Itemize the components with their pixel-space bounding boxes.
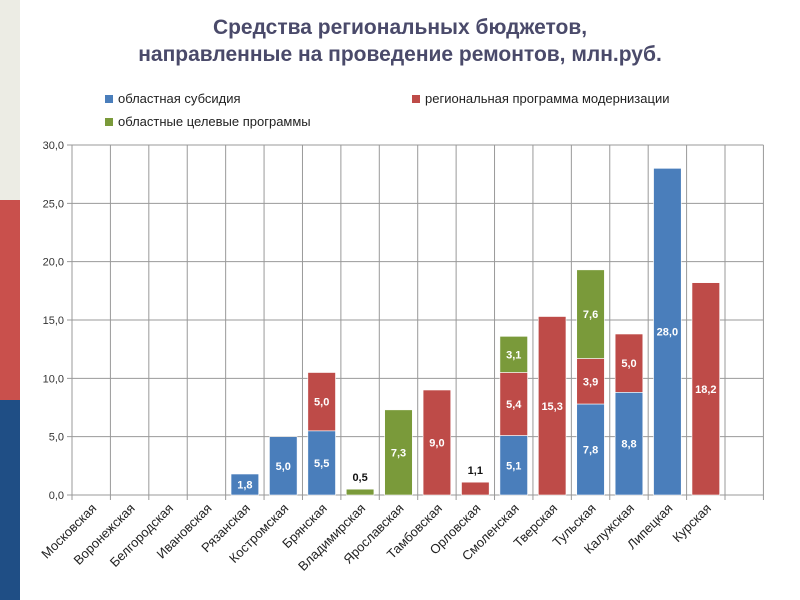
y-tick-label: 15,0 (43, 315, 64, 327)
title-line-2: направленные на проведение ремонтов, млн… (138, 43, 662, 66)
data-label: 5,1 (506, 460, 521, 472)
data-label: 5,0 (621, 358, 636, 370)
data-label: 15,3 (541, 401, 562, 413)
bar-segment (691, 282, 720, 496)
y-tick-label: 0,0 (49, 490, 64, 502)
bar-segment (499, 336, 528, 373)
bar-segment (499, 435, 528, 496)
data-label: 5,5 (314, 458, 329, 470)
data-label: 7,8 (583, 445, 598, 457)
bar-segment (345, 488, 375, 496)
data-label: 7,6 (583, 309, 598, 321)
legend-label: областная субсидия (118, 91, 241, 106)
bar-segment (422, 389, 452, 496)
data-label: 0,5 (352, 472, 367, 484)
bar-segment (307, 430, 336, 496)
legend-label: региональная программа модернизации (425, 91, 669, 106)
legend-label: областные целевые программы (118, 114, 311, 129)
legend-swatch (105, 95, 113, 103)
y-tick-label: 10,0 (43, 373, 64, 385)
legend-swatch (105, 118, 113, 126)
data-label: 9,0 (429, 438, 444, 450)
data-label: 5,0 (314, 397, 329, 409)
title-line-1: Средства региональных бюджетов, (212, 16, 588, 39)
bar-segment (576, 269, 605, 359)
bar-segment (614, 333, 644, 393)
data-label: 28,0 (657, 327, 678, 339)
data-label: 8,8 (621, 439, 636, 451)
bar-segment (576, 403, 605, 496)
decor-stripe-red (0, 200, 20, 400)
data-label: 1,1 (468, 465, 483, 477)
bar-segment (307, 372, 336, 432)
data-label: 5,4 (506, 399, 522, 411)
x-tick-label: Курская (669, 501, 713, 545)
data-label: 3,1 (506, 349, 521, 361)
bar-segment (461, 481, 490, 496)
decor-stripe-gray (0, 0, 20, 200)
bar-segment (653, 168, 682, 496)
bar-segment (230, 473, 259, 496)
bar-segment (576, 358, 605, 405)
data-label: 5,0 (276, 461, 291, 473)
y-tick-label: 20,0 (43, 257, 64, 269)
chart-title: Средства региональных бюджетов, направле… (0, 14, 800, 68)
data-label: 7,3 (391, 447, 406, 459)
data-label: 18,2 (695, 384, 716, 396)
data-label: 1,8 (237, 480, 252, 492)
bar-segment (538, 316, 567, 496)
bar-segment (614, 392, 644, 496)
bar-segment (499, 372, 528, 436)
x-tick-label: Владимирская (295, 501, 368, 574)
y-tick-label: 5,0 (49, 432, 64, 444)
data-label: 3,9 (583, 376, 598, 388)
bar-segment (269, 436, 298, 496)
legend-swatch (412, 95, 420, 103)
decor-stripe-blue (0, 400, 20, 600)
y-tick-label: 25,0 (43, 198, 64, 210)
y-tick-label: 30,0 (43, 140, 64, 152)
bar-segment (384, 409, 413, 496)
